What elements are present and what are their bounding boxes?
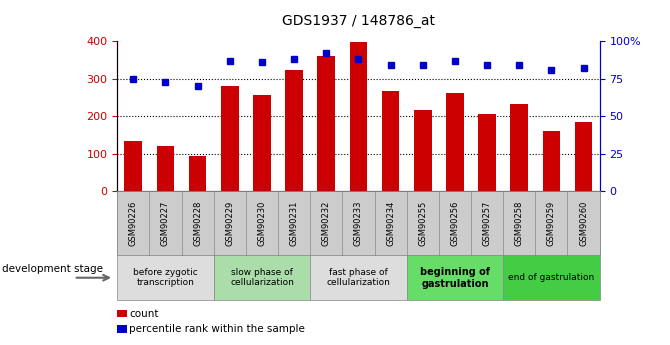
Text: GSM90256: GSM90256 — [450, 201, 460, 246]
Bar — [285, 70, 303, 191]
Bar — [125, 141, 142, 191]
Bar — [446, 93, 464, 191]
Bar — [318, 56, 335, 191]
Text: end of gastrulation: end of gastrulation — [509, 273, 594, 282]
Text: slow phase of
cellularization: slow phase of cellularization — [230, 268, 294, 287]
Text: GSM90255: GSM90255 — [418, 201, 427, 246]
Text: GSM90233: GSM90233 — [354, 201, 363, 246]
Text: GSM90231: GSM90231 — [289, 201, 299, 246]
Text: GSM90257: GSM90257 — [482, 201, 492, 246]
Text: GSM90232: GSM90232 — [322, 201, 331, 246]
Text: percentile rank within the sample: percentile rank within the sample — [129, 324, 305, 334]
Bar — [382, 91, 399, 191]
Bar — [157, 146, 174, 191]
Text: GSM90229: GSM90229 — [225, 201, 234, 246]
Text: GDS1937 / 148786_at: GDS1937 / 148786_at — [282, 14, 435, 28]
Text: GSM90230: GSM90230 — [257, 201, 267, 246]
Text: before zygotic
transcription: before zygotic transcription — [133, 268, 198, 287]
Text: count: count — [129, 309, 159, 318]
Text: GSM90226: GSM90226 — [129, 201, 138, 246]
Bar — [189, 156, 206, 191]
Text: GSM90227: GSM90227 — [161, 201, 170, 246]
Text: fast phase of
cellularization: fast phase of cellularization — [326, 268, 391, 287]
Bar — [414, 110, 431, 191]
Bar — [478, 114, 496, 191]
Bar — [350, 42, 367, 191]
Text: development stage: development stage — [2, 264, 103, 274]
Text: GSM90258: GSM90258 — [515, 201, 524, 246]
Bar — [511, 105, 528, 191]
Text: GSM90260: GSM90260 — [579, 201, 588, 246]
Text: GSM90228: GSM90228 — [193, 201, 202, 246]
Text: beginning of
gastrulation: beginning of gastrulation — [420, 267, 490, 288]
Text: GSM90259: GSM90259 — [547, 201, 556, 246]
Text: GSM90234: GSM90234 — [386, 201, 395, 246]
Bar — [253, 95, 271, 191]
Bar — [221, 86, 239, 191]
Bar — [543, 131, 560, 191]
Bar — [575, 122, 592, 191]
